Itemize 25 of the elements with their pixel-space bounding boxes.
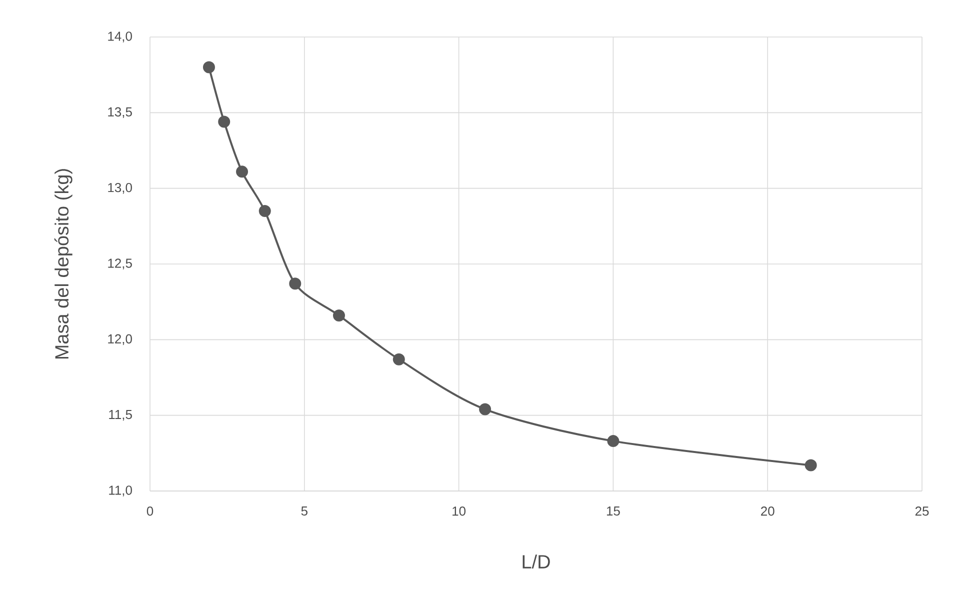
point — [607, 435, 620, 448]
point — [392, 353, 405, 366]
point — [236, 166, 248, 178]
point — [804, 459, 817, 472]
point — [258, 205, 271, 218]
x-tick-label: 10 — [452, 506, 466, 516]
y-tick-label: 14,0 — [108, 32, 132, 42]
y-tick-label: 12,5 — [108, 258, 132, 270]
y-tick-label: 11,0 — [109, 486, 132, 496]
x-tick-label: 20 — [761, 506, 774, 516]
point — [218, 116, 230, 128]
y-axis-title: Masa del depósito (kg) — [54, 169, 72, 359]
y-tick-label: 13,5 — [108, 107, 132, 118]
x-tick-label: 5 — [301, 506, 308, 516]
y-tick-label: 12,0 — [108, 334, 132, 346]
point — [289, 278, 302, 290]
point — [332, 309, 345, 322]
point — [479, 403, 492, 416]
x-tick-label: 15 — [606, 506, 620, 516]
y-tick-label: 13,0 — [108, 182, 132, 194]
x-tick-label: 25 — [915, 506, 929, 516]
point — [202, 61, 215, 74]
y-tick-label: 11,5 — [109, 410, 132, 421]
x-tick-label: 0 — [146, 506, 154, 516]
x-axis-title: L/D — [522, 554, 550, 569]
